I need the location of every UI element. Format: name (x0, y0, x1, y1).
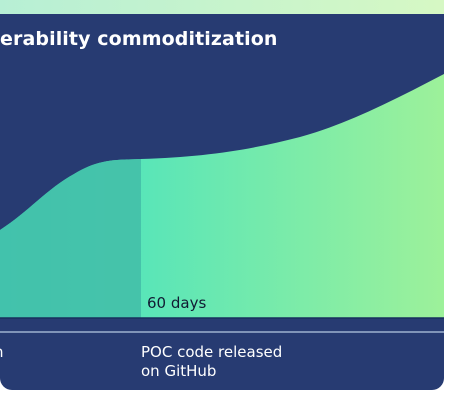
early-stage-shaded-region (0, 159, 141, 318)
stage-right-line-1: POC code released (141, 343, 283, 361)
stage-left-line-1: n (0, 343, 4, 362)
stage-right-label: POC code released on GitHub (141, 343, 282, 381)
stage-right-line-2: on GitHub (141, 362, 217, 380)
top-strip (0, 0, 444, 14)
diagram-title: erability commoditization (0, 28, 278, 50)
stage-left-label: n (0, 343, 4, 362)
marker-label-60-days: 60 days (147, 294, 207, 312)
